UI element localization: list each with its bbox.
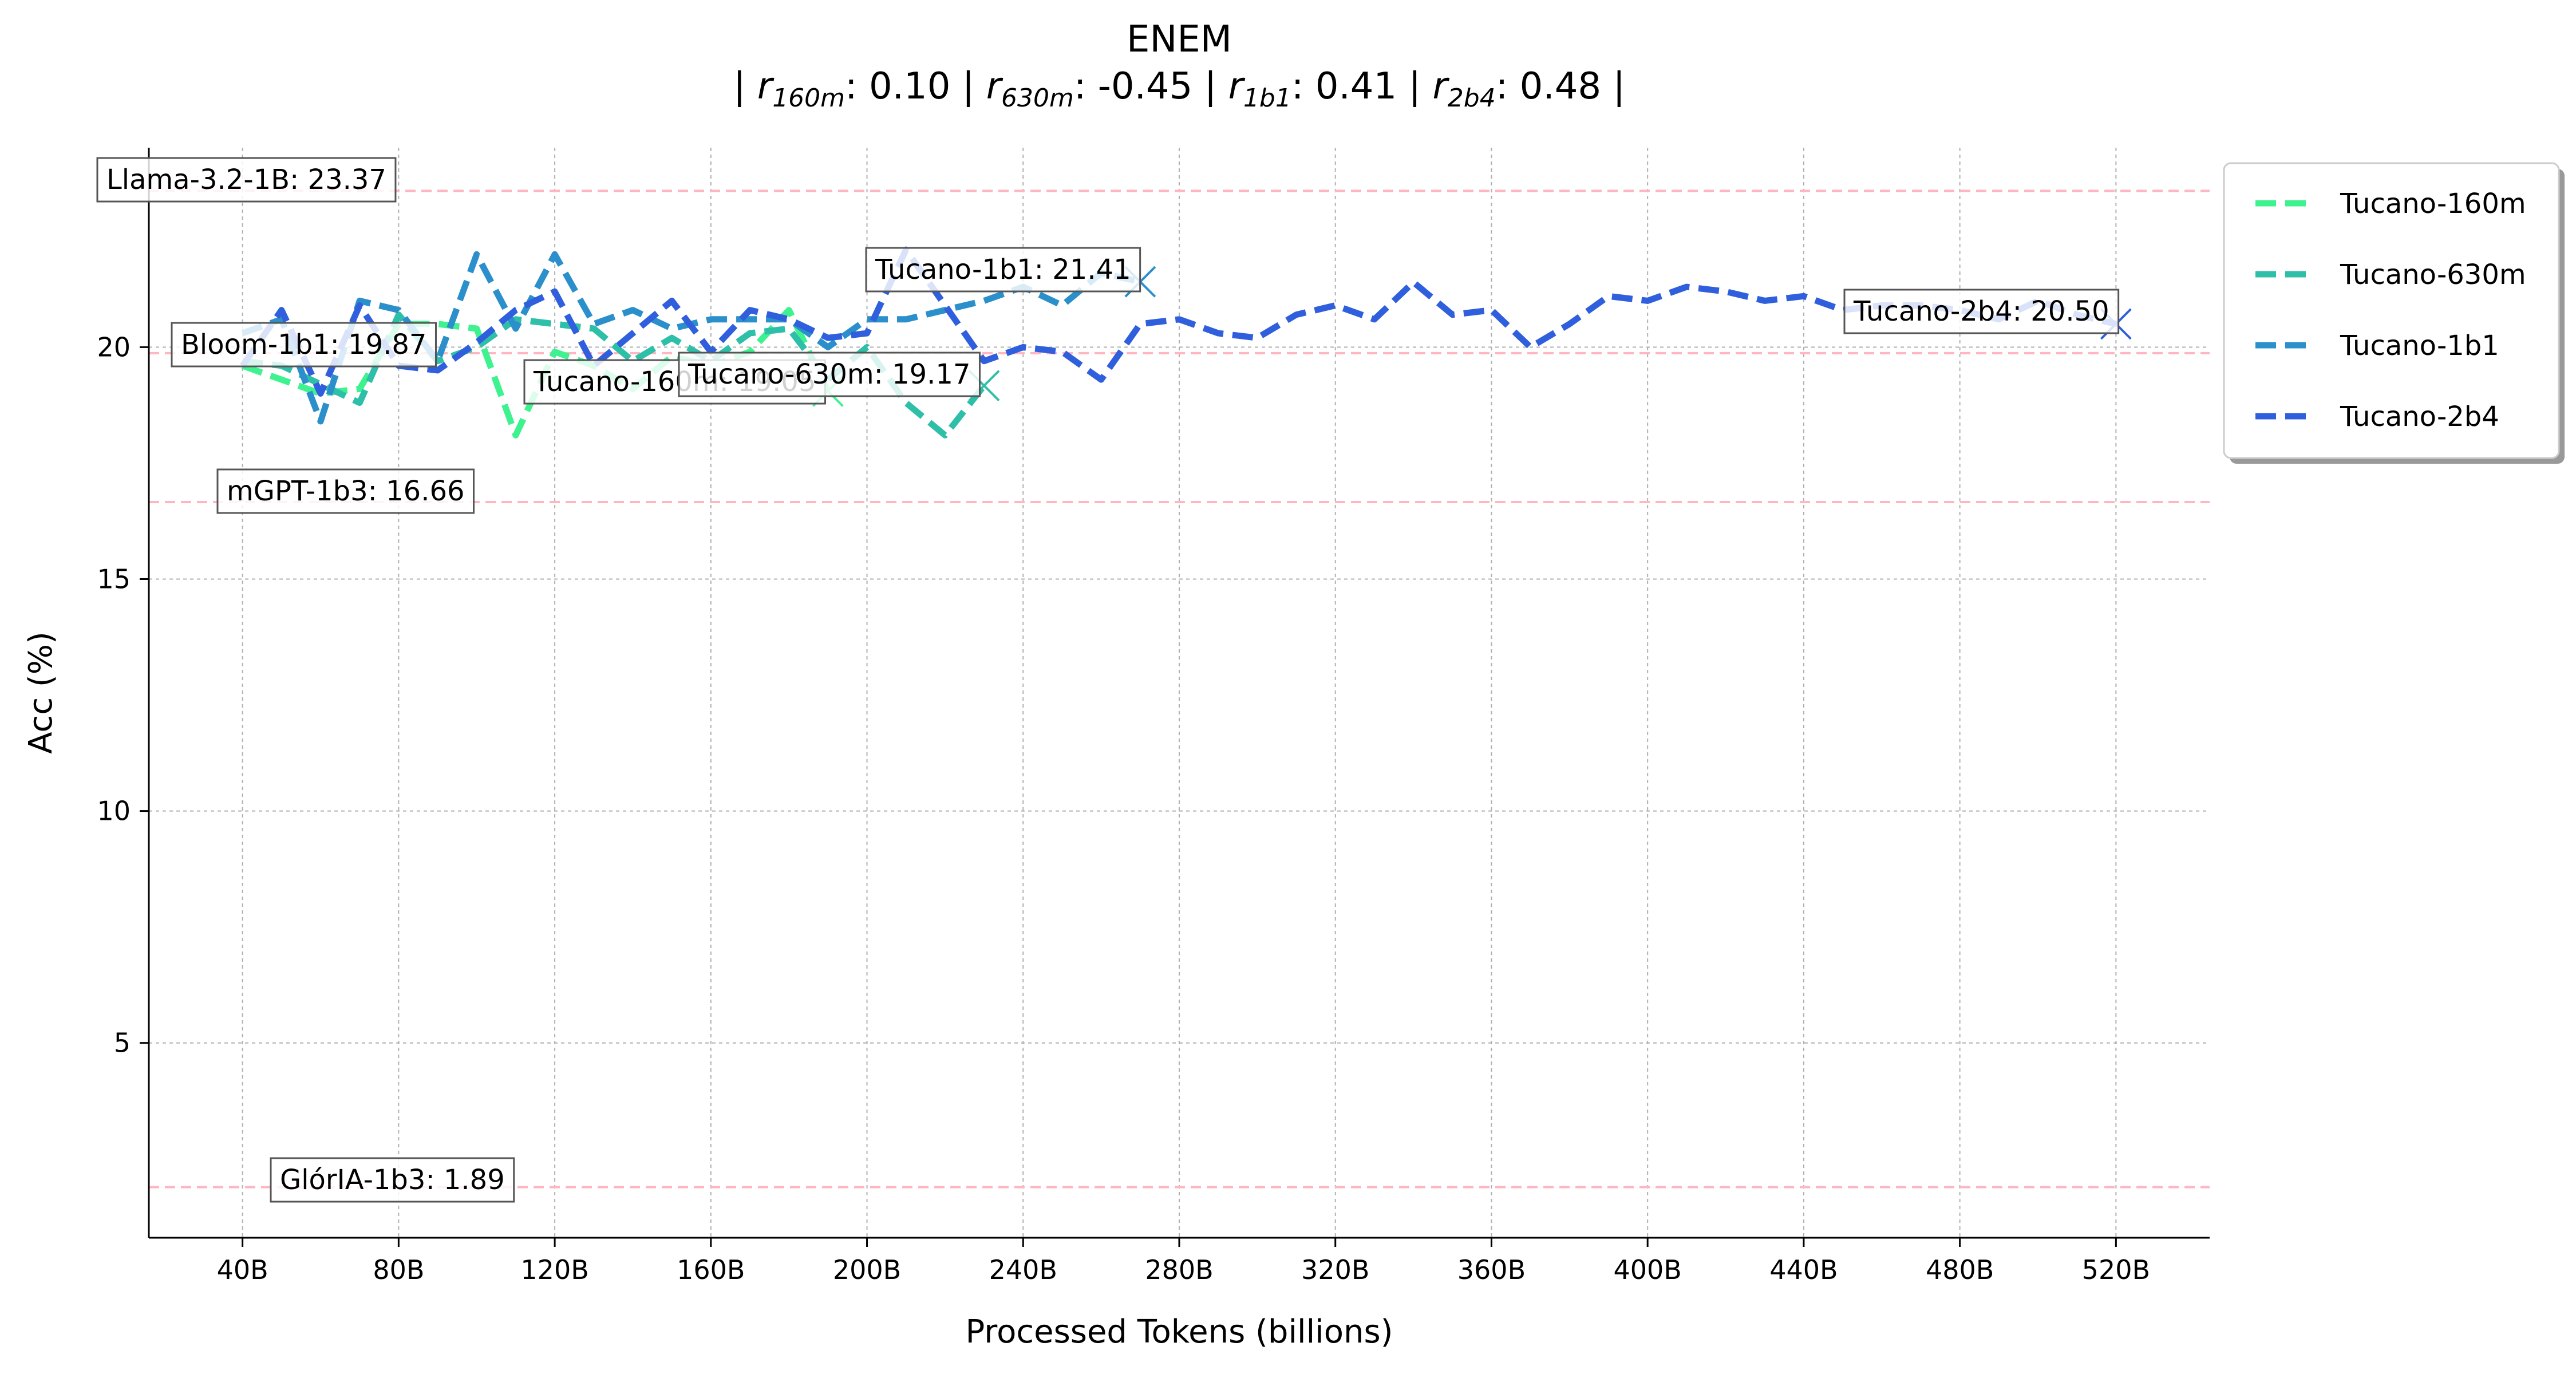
- x-tick-label: 40B: [217, 1254, 268, 1285]
- x-tick-label: 80B: [373, 1254, 424, 1285]
- x-tick-label: 360B: [1457, 1254, 1526, 1285]
- baseline-label-llama-3-2-1b: Llama-3.2-1B: 23.37: [96, 157, 397, 203]
- svg-text:Tucano-2b4: Tucano-2b4: [2340, 401, 2499, 433]
- svg-text:GlórIA-1b3: 1.89: GlórIA-1b3: 1.89: [280, 1164, 505, 1196]
- annotation-labels: Llama-3.2-1B: 23.37 Bloom-1b1: 19.87 mGPT-…: [96, 157, 2120, 1203]
- y-tick-label: 5: [114, 1028, 131, 1059]
- x-ticks: 40B 80B 120B 160B 200B 240B 280B 320B 360B 400B 44…: [217, 1238, 2150, 1285]
- y-tick-label: 15: [97, 563, 131, 594]
- baseline-label-gl-ria-1b3: GlórIA-1b3: 1.89: [270, 1157, 515, 1203]
- chart-subtitle: | r160m: 0.10 | r630m: -0.45 | r1b1: 0.4…: [733, 65, 1625, 113]
- x-tick-label: 160B: [677, 1254, 745, 1285]
- svg-text:Tucano-160m: Tucano-160m: [2340, 188, 2526, 220]
- x-axis-label: Processed Tokens (billions): [966, 1313, 1393, 1351]
- series-label-tucano-2b4: Tucano-2b4: 20.50: [1843, 289, 2120, 334]
- legend: Tucano-160m Tucano-630m Tucano-1b1 Tucano-2…: [2223, 162, 2565, 464]
- svg-text:Bloom-1b1: 19.87: Bloom-1b1: 19.87: [181, 329, 426, 361]
- y-tick-label: 10: [97, 796, 131, 827]
- legend-item-tucano-1b1: Tucano-1b1: [2255, 330, 2499, 362]
- baseline-label-mgpt-1b3: mGPT-1b3: 16.66: [216, 468, 475, 514]
- x-tick-label: 520B: [2082, 1254, 2150, 1285]
- legend-item-tucano-2b4: Tucano-2b4: [2255, 401, 2499, 433]
- x-tick-label: 400B: [1614, 1254, 1682, 1285]
- x-tick-label: 200B: [833, 1254, 901, 1285]
- chart-title: ENEM: [1127, 18, 1232, 61]
- series-line-tucano-2b4: [240, 246, 2117, 397]
- x-tick-label: 240B: [989, 1254, 1057, 1285]
- y-tick-label: 20: [97, 331, 131, 362]
- svg-text:Llama-3.2-1B: 23.37: Llama-3.2-1B: 23.37: [106, 164, 386, 196]
- legend-box: [2223, 162, 2560, 459]
- svg-text:Tucano-1b1: 21.41: Tucano-1b1: 21.41: [875, 254, 1131, 286]
- y-ticks: 5 10 15 20: [97, 331, 149, 1059]
- x-tick-label: 480B: [1926, 1254, 1994, 1285]
- series-label-tucano-1b1: Tucano-1b1: 21.41: [865, 247, 1141, 293]
- series-label-tucano-630m: Tucano-630m: 19.17: [678, 352, 981, 397]
- x-tick-label: 440B: [1769, 1254, 1838, 1285]
- x-tick-label: 320B: [1301, 1254, 1369, 1285]
- svg-text:Tucano-2b4: 20.50: Tucano-2b4: 20.50: [1853, 295, 2109, 327]
- svg-text:Tucano-630m: 19.17: Tucano-630m: 19.17: [688, 358, 970, 390]
- y-axis-label: Acc (%): [22, 631, 60, 754]
- svg-text:Tucano-630m: Tucano-630m: [2340, 259, 2526, 291]
- legend-item-tucano-630m: Tucano-630m: [2255, 259, 2526, 291]
- baseline-label-bloom-1b1: Bloom-1b1: 19.87: [171, 322, 437, 368]
- legend-item-tucano-160m: Tucano-160m: [2255, 188, 2526, 220]
- svg-text:mGPT-1b3: 16.66: mGPT-1b3: 16.66: [227, 475, 465, 507]
- x-tick-label: 120B: [520, 1254, 588, 1285]
- svg-text:Tucano-1b1: Tucano-1b1: [2340, 330, 2499, 362]
- x-tick-label: 280B: [1145, 1254, 1213, 1285]
